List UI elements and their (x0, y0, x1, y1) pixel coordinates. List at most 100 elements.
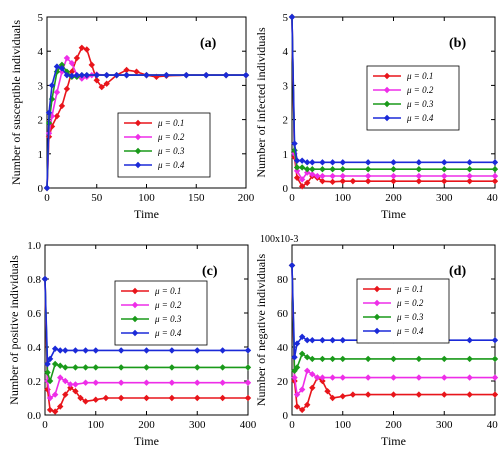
panel-c-y-tick-label: 1.0 (27, 240, 41, 252)
panel-c-series-1-point (51, 408, 59, 415)
panel-d-series-2-point (491, 374, 498, 381)
panel-c-series-2-point (92, 379, 99, 386)
panel-c-series-1-point (72, 388, 79, 395)
panel-d-series-4-point (319, 337, 326, 344)
panel-c-series-4-point (219, 347, 226, 354)
panel-b-series-3-point (304, 165, 311, 173)
panel-a-series-4-point (78, 71, 86, 79)
panel-b-series-2-point (364, 172, 372, 180)
panel-a-series-1-point (98, 83, 105, 91)
panel-a-series-4-point (163, 71, 170, 79)
panel-a-legend-marker-3 (134, 147, 142, 155)
panel-b-x-tick-label: 300 (436, 192, 453, 204)
panel-a-series-4-point (103, 71, 110, 79)
panel-a-series-1-point (68, 68, 76, 75)
panel-d-series-4-point (466, 337, 473, 344)
panel-d-legend-marker-3 (373, 313, 381, 321)
panel-b-y-tick-label: 4 (283, 46, 289, 58)
panel-d-series-2-point (319, 374, 326, 381)
panel-d-legend-marker-4 (373, 327, 381, 335)
panel-d-series-1-point (491, 391, 498, 398)
panel-b-series-3-point (319, 165, 326, 173)
panel-b-series-2-point (390, 172, 397, 180)
panel-d-series-4-point (293, 340, 301, 347)
panel-b-series-1-point (298, 183, 306, 190)
panel-d-series-3-point (441, 355, 448, 363)
panel-d-series-3-point (390, 355, 397, 363)
panel-a-series-4-point (113, 71, 120, 79)
panel-c-series-4-point (57, 347, 64, 354)
panel-b-legend-marker-1 (383, 72, 391, 80)
panel-d-series-2-point (441, 374, 448, 381)
panel-b-legend: μ = 0.1 μ = 0.2 μ = 0.3 μ = 0.4 (366, 65, 460, 131)
panel-d-series-1-point (364, 391, 372, 398)
panel-d-series-3-point (298, 350, 306, 357)
panel-b-series-4-point (390, 159, 397, 166)
panel-b-series-4-point (304, 159, 311, 166)
panel-d-series-2-point (466, 374, 473, 381)
panel-b-series-1-point (491, 177, 498, 185)
panel-d-x-tick-label: 100 (335, 419, 352, 431)
panel-d-y-axis-label: Number of negative individuals (254, 254, 268, 407)
panel-c-series-3-point (143, 364, 150, 371)
panel-a-legend-label-1: μ = 0.1 (157, 118, 184, 128)
panel-c-series-3-point (62, 364, 69, 371)
panel-a-tag: (a) (200, 36, 217, 51)
panel-a-series-4-point (63, 71, 71, 79)
panel-b-series-2-point (415, 172, 423, 180)
panel-b-x-tick-label: 200 (385, 192, 402, 204)
panel-c-series-3-point (72, 364, 79, 371)
panel-a-series-4-point (53, 63, 61, 70)
panel-d-x-tick-label: 0 (289, 419, 295, 431)
panel-c-series-2-point (67, 381, 74, 388)
panel-d-legend: μ = 0.1 μ = 0.2 μ = 0.3 μ = 0.4 (356, 278, 450, 344)
panel-a-series-4-point (203, 71, 210, 79)
panel-b-x-tick-label: 0 (289, 192, 295, 204)
panel-a-legend-marker-1 (134, 119, 142, 127)
panel-c-x-tick-label: 400 (240, 419, 257, 431)
panel-c-series-1-point (143, 394, 150, 402)
panel-d-x-tick-label: 400 (487, 419, 498, 431)
panel-d-series-1-point (415, 391, 423, 398)
panel-b-y-tick-label: 3 (283, 80, 289, 92)
panel-a-legend: μ = 0.1 μ = 0.2 μ = 0.3 μ = 0.4 (117, 112, 211, 178)
panel-c-series-1-point (67, 384, 74, 391)
panel-c-series-4-point (194, 347, 201, 354)
panel-a-y-tick-label: 0 (38, 183, 44, 195)
panel-d-y-tick-label: 80 (277, 274, 289, 286)
panel-b-legend-label-4: μ = 0.4 (406, 113, 434, 123)
panel-c-x-tick-label: 100 (88, 419, 105, 431)
panel-a-series-1-point (83, 46, 90, 53)
panel-b-y-tick-label: 2 (283, 115, 289, 127)
panel-b-series-1-point (329, 178, 336, 186)
panel-d-y-tick-label: 20 (277, 376, 289, 388)
panel-c-series-3-point (244, 364, 252, 371)
panel-b-chart: 0 100 200 300 400 0 1 2 3 4 5 Time Number of infecte… (254, 12, 498, 221)
panel-c-series-3-point (194, 364, 201, 371)
panel-b-series-1-point (390, 177, 397, 185)
panel-a-series-1-point (78, 44, 86, 51)
panel-b-series-1-point (466, 177, 473, 185)
panel-d-series-4-point (491, 337, 498, 344)
panel-b-legend-marker-2 (383, 86, 391, 94)
panel-d-series-2-point (293, 391, 301, 398)
panel-b-series-2 (288, 13, 498, 183)
panel-d-series-1-point (319, 377, 326, 385)
panel-b-series-2-line (291, 16, 495, 181)
panel-c-y-tick-label: 0.8 (27, 274, 41, 286)
panel-a-series-1-point (133, 68, 140, 75)
panel-d-series-4-point (288, 262, 296, 269)
panel-d-tag: (d) (449, 264, 466, 279)
panel-c-series-1-point (168, 394, 176, 402)
panel-a-x-tick-label: 200 (238, 192, 255, 204)
panel-c-series-1-point (62, 391, 69, 398)
panel-d-x-tick-label: 200 (385, 419, 402, 431)
panel-c-legend-marker-4 (131, 329, 139, 337)
panel-b-series-4-point (364, 159, 372, 166)
panel-b-legend-marker-3 (383, 100, 391, 108)
panel-d-series-1-point (466, 391, 473, 398)
panel-b-y-tick-label: 1 (283, 149, 289, 161)
panel-a-series-1-point (93, 77, 100, 84)
panel-c-series-1-point (77, 394, 84, 402)
panel-b-series-2-point (304, 169, 311, 176)
